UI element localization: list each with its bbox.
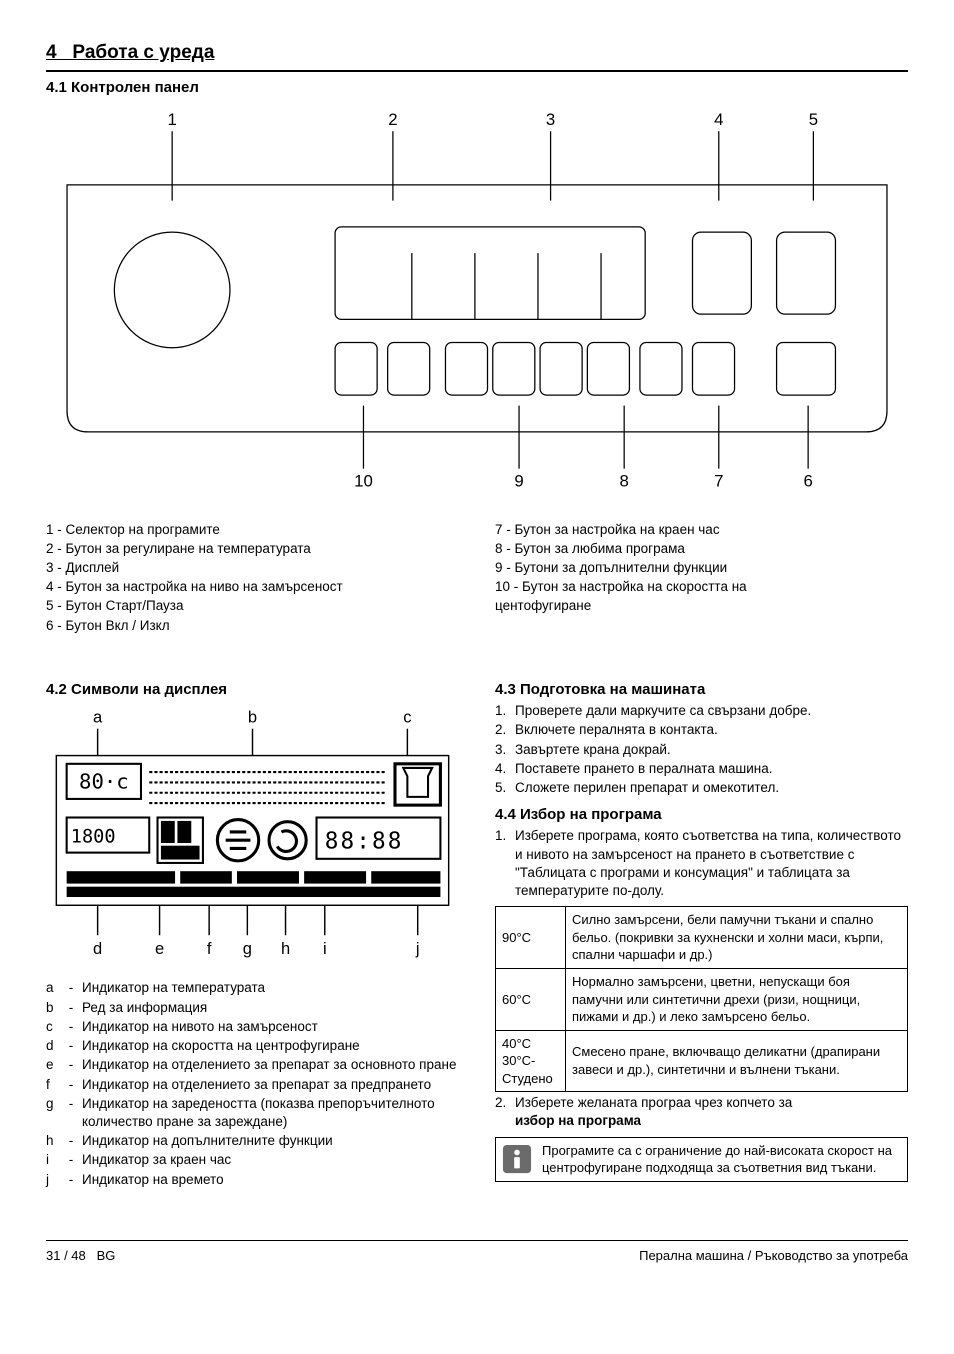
- table-row: 40°C 30°C- Студено Смесено пране, включв…: [496, 1030, 908, 1092]
- list-item: h-Индикатор на допълнителните функции: [46, 1132, 459, 1150]
- list-item: i-Индикатор за краен час: [46, 1151, 459, 1169]
- legend-item: 7 - Бутон за настройка на краен час: [495, 521, 908, 539]
- svg-text:b: b: [248, 708, 257, 727]
- panel-bot-6: 6: [803, 471, 812, 490]
- temp-cell: 90°C: [496, 907, 566, 969]
- section-41-title: 4.1 Контролен панел: [46, 78, 908, 98]
- list-item: 5.Сложете перилен препарат и омекотител.: [495, 779, 908, 797]
- page-footer: 31 / 48 BG Перална машина / Ръководство …: [46, 1247, 908, 1265]
- svg-text:e: e: [155, 939, 164, 958]
- list-item: 4.Поставете прането в пералната машина.: [495, 760, 908, 778]
- page-heading: 4 Работа с уреда: [46, 40, 908, 66]
- panel-top-4: 4: [714, 110, 723, 129]
- table-row: 90°C Силно замърсени, бели памучни тъкан…: [496, 907, 908, 969]
- list-item: 1.Проверете дали маркучите са свързани д…: [495, 702, 908, 720]
- program-list: 1.Изберете програма, която съответства н…: [495, 827, 908, 900]
- display-diagram: a b c 80·c: [46, 706, 459, 969]
- desc-cell: Силно замърсени, бели памучни тъкани и с…: [566, 907, 908, 969]
- legend-item: 10 - Бутон за настройка на скоростта на: [495, 578, 908, 596]
- section-43-title: 4.3 Подготовка на машината: [495, 680, 908, 700]
- panel-top-1: 1: [167, 110, 176, 129]
- legend-item: центофугиране: [495, 597, 908, 615]
- svg-text:f: f: [207, 939, 212, 958]
- legend-item: 1 - Селектор на програмите: [46, 521, 459, 539]
- panel-svg: 1 2 3 4 5: [46, 106, 908, 505]
- footer-rule: [46, 1240, 908, 1241]
- legend-item: 5 - Бутон Старт/Пауза: [46, 597, 459, 615]
- heading-rule: [46, 70, 908, 72]
- table-row: 60°C Нормално замърсени, цветни, непуска…: [496, 968, 908, 1030]
- legend-item: 6 - Бутон Вкл / Изкл: [46, 617, 459, 635]
- panel-top-2: 2: [388, 110, 397, 129]
- svg-text:g: g: [243, 939, 252, 958]
- desc-cell: Нормално замърсени, цветни, непускащи бо…: [566, 968, 908, 1030]
- list-item: 2.Включете пералнята в контакта.: [495, 721, 908, 739]
- panel-top-5: 5: [809, 110, 818, 129]
- program-list-2: 2.Изберете желаната програа чрез копчето…: [495, 1094, 908, 1130]
- list-item: 2.Изберете желаната програа чрез копчето…: [495, 1094, 908, 1130]
- legend-item: 8 - Бутон за любима програма: [495, 540, 908, 558]
- panel-legend-right: 7 - Бутон за настройка на краен час 8 - …: [495, 521, 908, 616]
- display-legend: a-Индикатор на температурата b-Ред за ин…: [46, 979, 459, 1188]
- legend-item: 4 - Бутон за настройка на ниво на замърс…: [46, 578, 459, 596]
- panel-bot-10: 10: [354, 471, 373, 490]
- section-44-title: 4.4 Избор на програма: [495, 805, 908, 825]
- legend-item: 2 - Бутон за регулиране на температурата: [46, 540, 459, 558]
- list-item: f-Индикатор на отделението за препарат з…: [46, 1076, 459, 1094]
- temp-cell: 60°C: [496, 968, 566, 1030]
- svg-text:j: j: [415, 939, 420, 958]
- page-number: 31 / 48: [46, 1248, 86, 1263]
- legend-item: 9 - Бутони за допълнителни функции: [495, 559, 908, 577]
- svg-text:d: d: [93, 939, 102, 958]
- list-item: c-Индикатор на нивото на замърсеност: [46, 1018, 459, 1036]
- info-icon: [502, 1144, 532, 1174]
- panel-bot-8: 8: [619, 471, 628, 490]
- list-item: b-Ред за информация: [46, 999, 459, 1017]
- svg-text:h: h: [281, 939, 290, 958]
- list-item: e-Индикатор на отделението за препарат з…: [46, 1056, 459, 1074]
- list-item: 1.Изберете програма, която съответства н…: [495, 827, 908, 900]
- list-item: j-Индикатор на времето: [46, 1171, 459, 1189]
- temp-cell: 40°C 30°C- Студено: [496, 1030, 566, 1092]
- svg-text:i: i: [323, 939, 327, 958]
- svg-text:c: c: [403, 708, 411, 727]
- info-text: Програмите са с ограничение до най-висок…: [542, 1142, 901, 1177]
- desc-cell: Смесено пране, включващо деликатни (драп…: [566, 1030, 908, 1092]
- doc-title: Перална машина / Ръководство за употреба: [639, 1247, 908, 1265]
- prep-list: 1.Проверете дали маркучите са свързани д…: [495, 702, 908, 797]
- svg-text:1800: 1800: [71, 826, 116, 847]
- temperature-table: 90°C Силно замърсени, бели памучни тъкан…: [495, 906, 908, 1092]
- svg-text:80·c: 80·c: [79, 770, 129, 794]
- panel-bot-9: 9: [514, 471, 523, 490]
- panel-bot-7: 7: [714, 471, 723, 490]
- panel-top-3: 3: [546, 110, 555, 129]
- panel-legend-left: 1 - Селектор на програмите 2 - Бутон за …: [46, 521, 459, 635]
- legend-item: 3 - Дисплей: [46, 559, 459, 577]
- svg-text:88:88: 88:88: [325, 829, 404, 855]
- list-item: a-Индикатор на температурата: [46, 979, 459, 997]
- lang-code: BG: [97, 1248, 116, 1263]
- list-item: 3.Завъртете крана докрай.: [495, 741, 908, 759]
- info-box: Програмите са с ограничение до най-висок…: [495, 1137, 908, 1182]
- svg-text:a: a: [93, 708, 103, 727]
- control-panel-diagram: 1 2 3 4 5: [46, 106, 908, 511]
- section-42-title: 4.2 Символи на дисплея: [46, 680, 459, 700]
- list-item: g-Индикатор на заредеността (показва пре…: [46, 1095, 459, 1131]
- list-item: d-Индикатор на скоростта на центрофугира…: [46, 1037, 459, 1055]
